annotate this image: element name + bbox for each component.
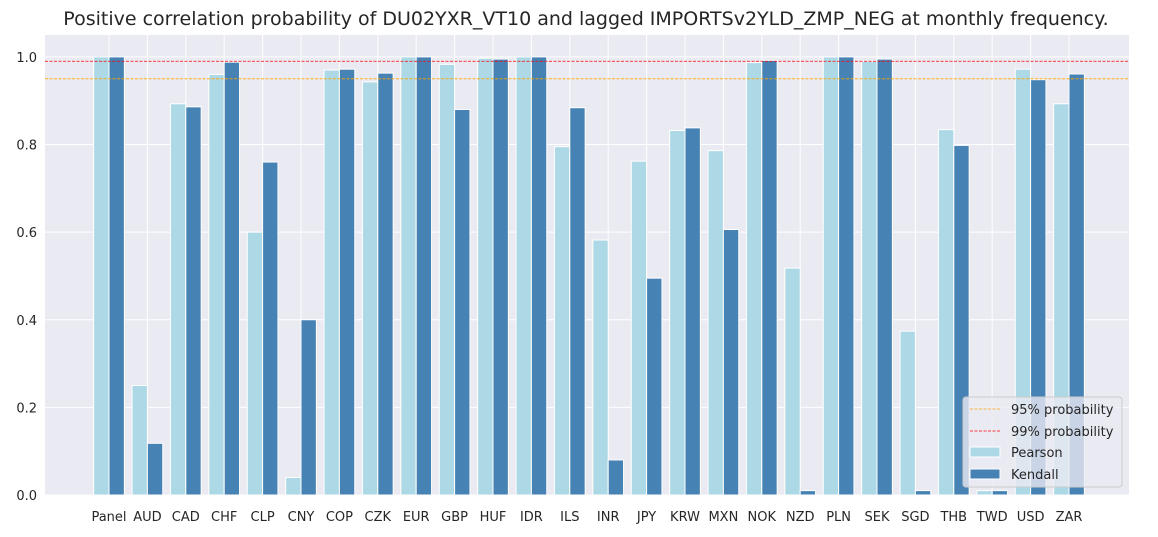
bar-kendall-krw [684,127,701,496]
x-tick-label: NOK [748,510,777,525]
bar-kendall-ils [569,107,586,496]
bar-pearson-jpy [630,160,648,496]
bar-kendall-idr [530,56,548,496]
x-tick-label: CHF [211,510,237,525]
bar-pearson-huf [477,57,494,496]
legend-label-99: 99% probability [1011,425,1114,440]
bar-pearson-chf [208,73,225,496]
x-tick-label: CAD [172,510,200,525]
y-tick-label: 1.0 [16,51,37,66]
bar-pearson-pln [822,56,840,496]
x-tick-label: MXN [708,510,738,525]
x-tick-label: Panel [91,510,126,525]
legend: 95% probability 99% probability Pearson … [962,396,1123,488]
bar-pearson-cad [169,103,187,496]
bar-kendall-nok [761,59,778,496]
bar-pearson-nzd [784,267,801,496]
bar-pearson-idr [515,56,532,496]
bar-kendall-mxn [722,229,740,496]
bar-kendall-sek [876,58,893,496]
bar-pearson-cny [285,476,302,496]
x-tick-label: CLP [251,510,275,525]
bar-pearson-clp [246,231,264,496]
legend-swatch-kendall [969,468,1001,480]
bar-pearson-gbp [438,63,456,496]
chart-title: Positive correlation probability of DU02… [63,8,1108,30]
bar-kendall-pln [838,56,855,496]
bar-kendall-zar [1068,73,1085,496]
x-tick-label: INR [597,510,620,525]
x-tick-label: PLN [826,510,851,525]
bar-kendall-inr [607,459,625,496]
bar-pearson-aud [131,384,148,496]
bar-pearson-czk [361,81,379,496]
bar-kendall-chf [223,61,241,496]
bar-pearson-ils [553,146,571,496]
bar-pearson-panel [93,56,110,496]
legend-label-kendall: Kendall [1011,468,1059,483]
x-tick-label: TWD [976,510,1008,525]
x-tick-label: ZAR [1056,510,1083,525]
bar-pearson-inr [592,239,609,496]
y-tick-label: 0.2 [16,401,37,416]
legend-label-95: 95% probability [1011,403,1114,418]
bar-pearson-sgd [899,330,916,496]
bar-pearson-twd [976,490,993,496]
bar-kendall-czk [377,72,394,496]
bar-pearson-sek [861,60,878,496]
y-tick-label: 0.6 [16,226,37,241]
bar-kendall-panel [108,56,125,496]
y-tick-label: 0.0 [16,489,37,504]
bar-kendall-twd [991,490,1009,496]
x-tick-label: CNY [288,510,315,525]
bar-pearson-mxn [707,150,724,496]
x-tick-label: HUF [480,510,507,525]
bar-kendall-nzd [799,490,817,496]
x-tick-label: NZD [786,510,815,525]
bar-kendall-jpy [646,277,663,496]
bar-kendall-usd [1030,79,1047,496]
x-tick-label: SEK [865,510,890,525]
x-tick-label: SGD [901,510,929,525]
x-tick-label: CZK [365,510,392,525]
x-tick-label: THB [939,510,967,525]
x-tick-label: EUR [403,510,430,525]
x-tick-label: USD [1017,510,1045,525]
bar-kendall-aud [146,442,164,496]
bar-kendall-cop [338,68,356,496]
bar-kendall-eur [415,56,433,496]
bar-kendall-cad [185,106,202,496]
y-tick-label: 0.4 [16,314,37,329]
x-tick-label: ILS [560,510,579,525]
x-tick-label: JPY [636,510,656,525]
x-tick-label: GBP [441,510,468,525]
bar-kendall-cny [300,319,317,496]
bar-pearson-thb [937,129,955,496]
legend-swatch-pearson [969,446,1001,458]
bar-kendall-huf [492,58,509,496]
bar-kendall-clp [262,161,279,496]
bar-pearson-eur [400,56,417,496]
x-tick-label: KRW [670,510,700,525]
bar-kendall-gbp [454,108,471,496]
bar-pearson-cop [323,69,340,496]
bar-kendall-sgd [914,490,932,496]
y-tick-label: 0.8 [16,139,37,154]
legend-label-pearson: Pearson [1011,446,1063,461]
x-tick-label: AUD [133,510,161,525]
x-tick-label: IDR [520,510,543,525]
bar-pearson-nok [745,62,763,496]
x-tick-label: COP [326,510,353,525]
bar-pearson-krw [669,130,686,496]
